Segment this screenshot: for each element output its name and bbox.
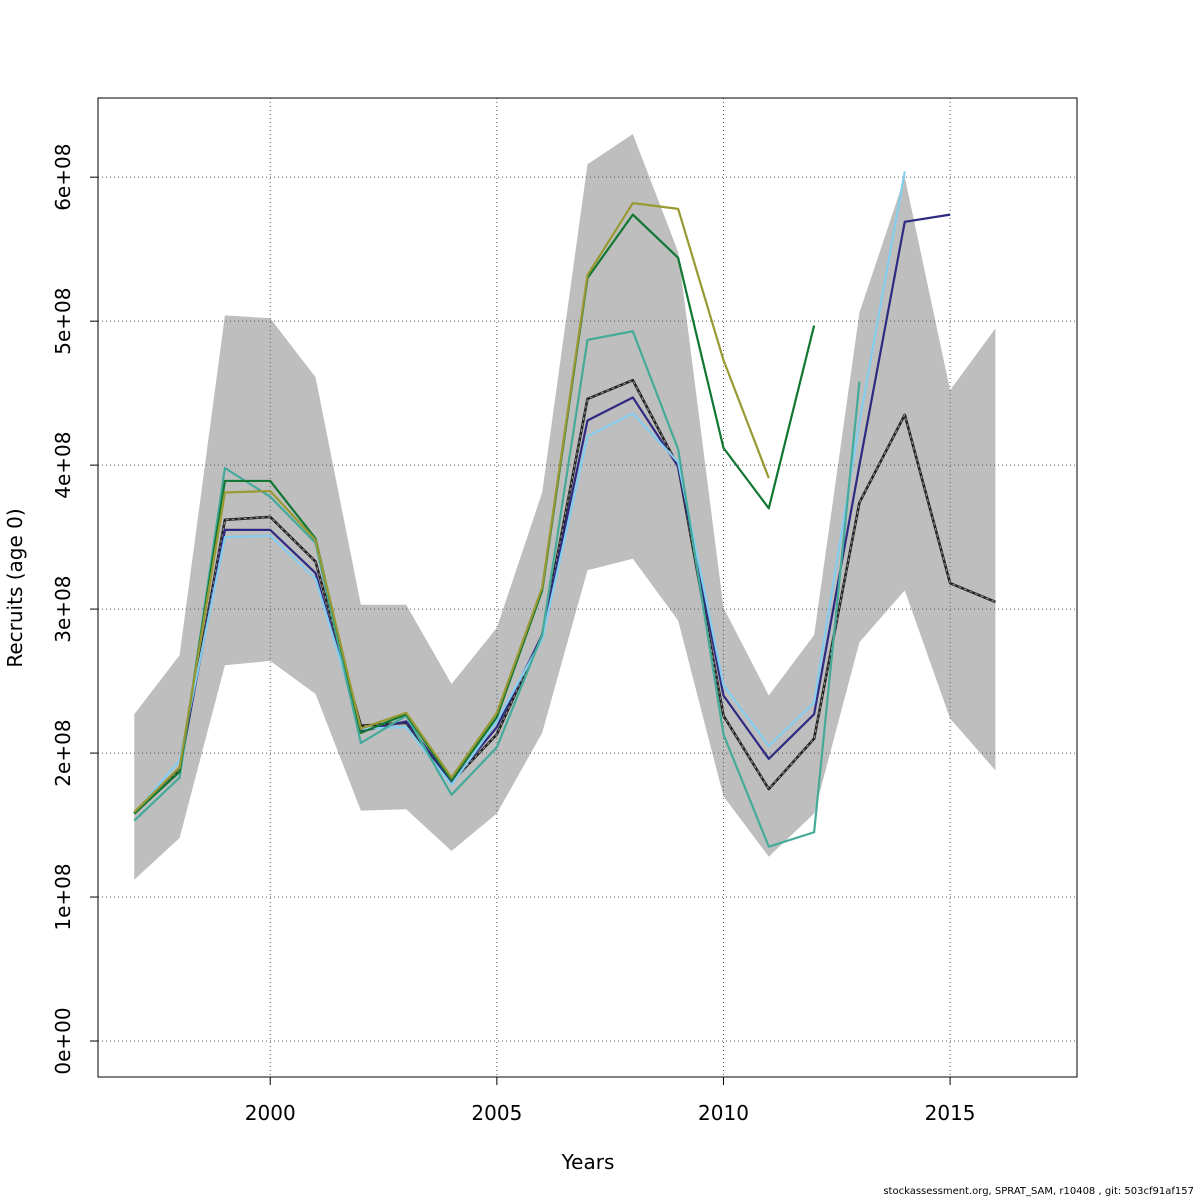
- series-line-3: [133, 330, 861, 848]
- axis-layer: 2000 2005 2010 2015 0e+00 1e+08 2e+08 3e+08 4e+0…: [51, 144, 976, 1125]
- x-tick-label: 2010: [698, 1101, 749, 1125]
- y-tick-label: 0e+00: [51, 1007, 75, 1074]
- series-line-5: [133, 201, 770, 813]
- y-tick-label: 6e+08: [51, 144, 75, 211]
- x-axis-title: Years: [561, 1150, 615, 1174]
- y-tick-label: 3e+08: [51, 575, 75, 642]
- series-line-dash-0: [133, 379, 996, 814]
- x-tick-label: 2005: [471, 1101, 522, 1125]
- series-layer: [133, 171, 996, 848]
- x-tick-label: 2015: [925, 1101, 976, 1125]
- plot-frame: [97, 97, 1078, 1078]
- y-tick-label: 5e+08: [51, 288, 75, 355]
- y-tick-label: 2e+08: [51, 719, 75, 786]
- series-line-2: [133, 171, 906, 815]
- y-tick-label: 4e+08: [51, 432, 75, 499]
- footer-note: stockassessment.org, SPRAT_SAM, r10408 ,…: [883, 1186, 1194, 1197]
- x-tick-label: 2000: [245, 1101, 296, 1125]
- confidence-band-layer: [134, 133, 996, 880]
- y-tick-label: 1e+08: [51, 863, 75, 930]
- series-line-4: [133, 213, 816, 815]
- y-axis-title: Recruits (age 0): [3, 508, 27, 667]
- confidence-band: [134, 133, 996, 880]
